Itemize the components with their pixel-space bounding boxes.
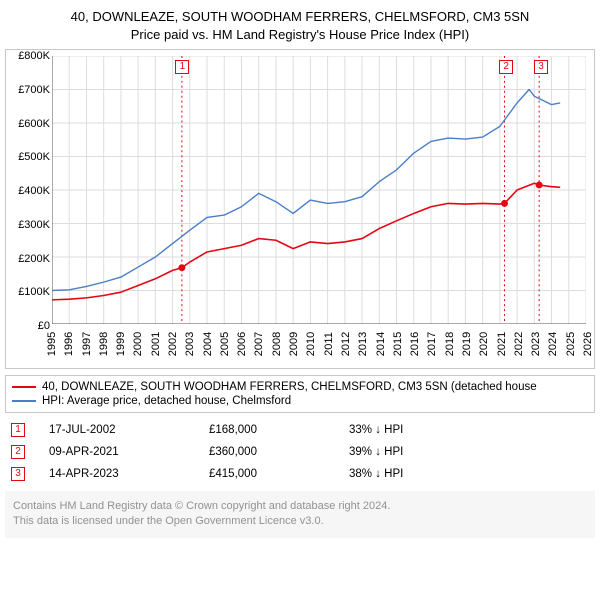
- sale-row-marker: 3: [11, 467, 25, 481]
- x-tick-label: 2024: [547, 332, 559, 356]
- footer-note: Contains HM Land Registry data © Crown c…: [5, 491, 595, 538]
- y-tick-label: £0: [8, 320, 50, 332]
- x-tick-label: 1997: [81, 332, 93, 356]
- x-tick-label: 2019: [461, 332, 473, 356]
- title-line-2: Price paid vs. HM Land Registry's House …: [4, 26, 596, 44]
- legend-label: 40, DOWNLEAZE, SOUTH WOODHAM FERRERS, CH…: [42, 381, 537, 393]
- legend-swatch: [12, 386, 36, 388]
- sale-row: 3 14-APR-2023£415,00038% ↓ HPI: [5, 463, 595, 485]
- sale-price: £360,000: [209, 446, 349, 458]
- legend-item: 40, DOWNLEAZE, SOUTH WOODHAM FERRERS, CH…: [12, 380, 588, 394]
- x-tick-label: 2008: [271, 332, 283, 356]
- sale-diff: 39% ↓ HPI: [349, 446, 595, 458]
- x-tick-label: 2009: [288, 332, 300, 356]
- y-tick-label: £100K: [8, 286, 50, 298]
- sale-marker-2: 2: [499, 60, 513, 74]
- y-tick-label: £500K: [8, 151, 50, 163]
- sale-price: £168,000: [209, 424, 349, 436]
- chart-svg: [52, 56, 586, 324]
- y-tick-label: £700K: [8, 84, 50, 96]
- x-tick-label: 2013: [357, 332, 369, 356]
- x-tick-label: 2026: [582, 332, 594, 356]
- legend: 40, DOWNLEAZE, SOUTH WOODHAM FERRERS, CH…: [5, 375, 595, 413]
- x-tick-label: 2001: [150, 332, 162, 356]
- sale-date: 17-JUL-2002: [49, 424, 209, 436]
- x-tick-label: 1998: [98, 332, 110, 356]
- x-tick-label: 1995: [46, 332, 58, 356]
- x-tick-label: 2021: [496, 332, 508, 356]
- x-tick-label: 2018: [444, 332, 456, 356]
- title-line-1: 40, DOWNLEAZE, SOUTH WOODHAM FERRERS, CH…: [4, 8, 596, 26]
- x-tick-label: 2025: [565, 332, 577, 356]
- footer-line-1: Contains HM Land Registry data © Crown c…: [13, 499, 587, 514]
- sale-marker-3: 3: [534, 60, 548, 74]
- x-tick-label: 2007: [253, 332, 265, 356]
- x-tick-label: 2014: [375, 332, 387, 356]
- x-tick-label: 2016: [409, 332, 421, 356]
- chart-container: £0 £100K £200K £300K £400K £500K £600K £700K £80…: [5, 49, 595, 369]
- x-tick-label: 2023: [530, 332, 542, 356]
- sale-row-marker: 1: [11, 423, 25, 437]
- x-tick-label: 2003: [184, 332, 196, 356]
- y-tick-label: £600K: [8, 118, 50, 130]
- x-tick-label: 2020: [478, 332, 490, 356]
- sale-price: £415,000: [209, 468, 349, 480]
- x-tick-label: 1996: [63, 332, 75, 356]
- plot-area: 1 2 3: [52, 56, 586, 324]
- x-tick-label: 2005: [219, 332, 231, 356]
- legend-item: HPI: Average price, detached house, Chel…: [12, 394, 588, 408]
- x-tick-label: 2000: [132, 332, 144, 356]
- x-tick-label: 2004: [202, 332, 214, 356]
- y-tick-label: £400K: [8, 185, 50, 197]
- sale-row: 2 09-APR-2021£360,00039% ↓ HPI: [5, 441, 595, 463]
- sale-marker-1: 1: [175, 60, 189, 74]
- chart-title-block: 40, DOWNLEAZE, SOUTH WOODHAM FERRERS, CH…: [4, 4, 596, 49]
- sale-diff: 33% ↓ HPI: [349, 424, 595, 436]
- footer-line-2: This data is licensed under the Open Gov…: [13, 514, 587, 529]
- x-tick-label: 2010: [305, 332, 317, 356]
- x-tick-label: 2015: [392, 332, 404, 356]
- sale-row-marker: 2: [11, 445, 25, 459]
- sale-row: 1 17-JUL-2002£168,00033% ↓ HPI: [5, 419, 595, 441]
- legend-swatch: [12, 400, 36, 402]
- sale-date: 14-APR-2023: [49, 468, 209, 480]
- x-tick-label: 2017: [426, 332, 438, 356]
- x-tick-label: 2011: [323, 332, 335, 356]
- x-tick-label: 2022: [513, 332, 525, 356]
- y-tick-label: £300K: [8, 219, 50, 231]
- y-tick-label: £800K: [8, 50, 50, 62]
- x-tick-label: 1999: [115, 332, 127, 356]
- y-tick-label: £200K: [8, 253, 50, 265]
- x-tick-label: 2006: [236, 332, 248, 356]
- legend-label: HPI: Average price, detached house, Chel…: [42, 395, 291, 407]
- x-tick-label: 2012: [340, 332, 352, 356]
- sale-diff: 38% ↓ HPI: [349, 468, 595, 480]
- sales-table: 1 17-JUL-2002£168,00033% ↓ HPI 2 09-APR-202…: [5, 419, 595, 485]
- sale-date: 09-APR-2021: [49, 446, 209, 458]
- x-tick-label: 2002: [167, 332, 179, 356]
